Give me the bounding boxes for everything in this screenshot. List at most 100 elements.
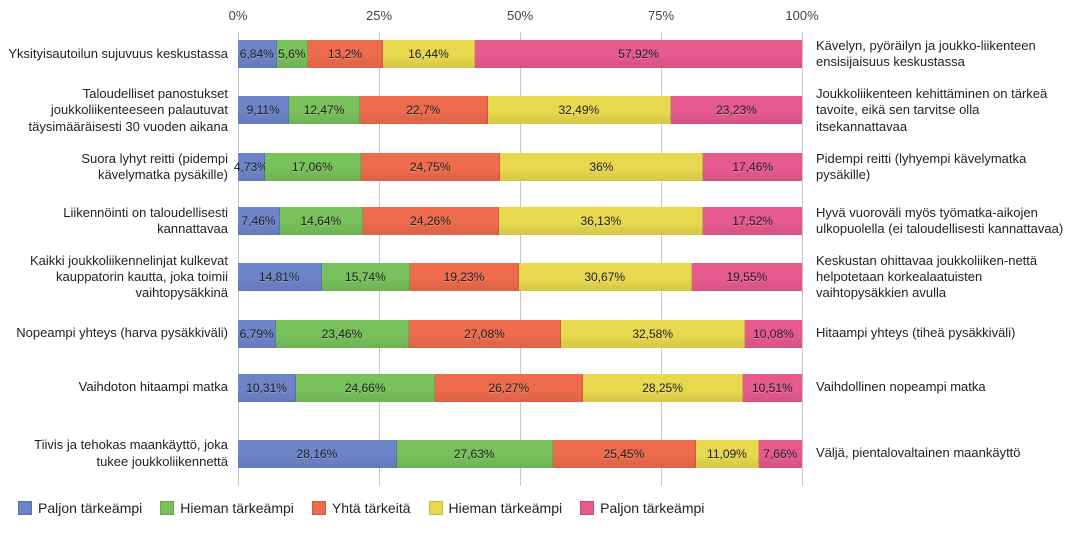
axis-tick-label: 100% [785, 8, 818, 23]
bar-segment: 36,13% [499, 207, 703, 235]
legend: Paljon tärkeämpi Hieman tärkeämpi Yhtä tär… [8, 486, 1065, 516]
segment-value: 16,44% [406, 47, 451, 61]
chart-row: Kaikki joukkoliikennelinjat kulkevat kau… [8, 253, 1065, 302]
segment-value: 22,7% [404, 103, 442, 117]
bar-segment: 10,08% [745, 320, 802, 348]
segment-value: 6,79% [238, 327, 276, 341]
segment-value: 15,74% [343, 270, 388, 284]
bar-segment: 13,2% [308, 40, 382, 68]
legend-swatch [160, 501, 174, 515]
bar-segment: 17,46% [703, 153, 801, 181]
bar-segment: 5,6% [277, 40, 309, 68]
bar-segment: 11,09% [696, 440, 759, 468]
segment-value: 6,84% [238, 47, 276, 61]
bar-segment: 9,11% [238, 96, 289, 124]
bar-segment: 28,25% [583, 374, 742, 402]
legend-label: Paljon tärkeämpi [38, 500, 142, 516]
legend-label: Hieman tärkeämpi [449, 500, 563, 516]
segment-value: 36% [587, 160, 615, 174]
segment-value: 28,16% [295, 447, 340, 461]
chart-row: Taloudelliset panostukset joukkoliikente… [8, 86, 1065, 135]
row-left-label: Yksityisautoilun sujuvuus keskustassa [8, 46, 238, 62]
segment-value: 9,11% [245, 103, 282, 117]
legend-swatch [312, 501, 326, 515]
bar-segment: 6,84% [238, 40, 277, 68]
segment-value: 10,08% [751, 327, 796, 341]
chart-row: Vaihdoton hitaampi matka10,31%24,66%26,2… [8, 366, 1065, 410]
bar-segment: 22,7% [360, 96, 488, 124]
segment-value: 32,49% [556, 103, 601, 117]
segment-value: 14,81% [257, 270, 302, 284]
chart-rows: Yksityisautoilun sujuvuus keskustassa6,8… [8, 32, 1065, 486]
chart-row: Tiivis ja tehokas maankäyttö, joka tukee… [8, 432, 1065, 476]
bar-segment: 26,27% [435, 374, 583, 402]
bar-segment: 14,64% [280, 207, 363, 235]
segment-value: 7,66% [761, 447, 799, 461]
bar-segment: 6,79% [238, 320, 276, 348]
legend-item: Yhtä tärkeitä [312, 500, 411, 516]
segment-value: 12,47% [302, 103, 347, 117]
legend-label: Paljon tärkeämpi [600, 500, 704, 516]
legend-label: Hieman tärkeämpi [180, 500, 294, 516]
bar-segment: 27,63% [397, 440, 553, 468]
segment-value: 17,46% [730, 160, 775, 174]
row-left-label: Suora lyhyt reitti (pidempi kävelymatka … [8, 151, 238, 184]
segment-value: 32,58% [630, 327, 675, 341]
segment-value: 28,25% [640, 381, 685, 395]
bar-track: 14,81% 15,74% 19,23% 30,67%19,55% [238, 263, 802, 291]
bar-segment: 19,55% [692, 263, 802, 291]
segment-value: 19,23% [442, 270, 487, 284]
axis-tick-label: 50% [507, 8, 533, 23]
row-right-label: Joukkoliikenteen kehittäminen on tärkeä … [802, 86, 1065, 135]
row-right-label: Hyvä vuoroväli myös työmatka-aikojen ulk… [802, 205, 1065, 238]
bar-segment: 24,66% [296, 374, 435, 402]
bar-segment: 25,45% [553, 440, 697, 468]
bar-segment: 24,75% [361, 153, 501, 181]
bar-segment: 4,73% [238, 153, 265, 181]
bar-segment: 10,31% [238, 374, 296, 402]
row-left-label: Nopeampi yhteys (harva pysäkkiväli) [8, 325, 238, 341]
row-left-label: Taloudelliset panostukset joukkoliikente… [8, 86, 238, 135]
bar-track: 28,16% 27,63%25,45%11,09%7,66% [238, 440, 802, 468]
segment-value: 57,92% [616, 47, 661, 61]
axis-tick-label: 25% [366, 8, 392, 23]
bar-segment: 24,26% [363, 207, 500, 235]
legend-item: Paljon tärkeämpi [18, 500, 142, 516]
legend-item: Hieman tärkeämpi [429, 500, 563, 516]
stacked-bar-chart: 0% 25% 50% 75% 100% Yksityisautoilun sujuvuu… [8, 8, 1065, 516]
chart-row: Yksityisautoilun sujuvuus keskustassa6,8… [8, 32, 1065, 76]
bar-segment: 23,23% [671, 96, 802, 124]
segment-value: 24,75% [408, 160, 453, 174]
segment-value: 13,2% [326, 47, 364, 61]
bar-track: 6,84%5,6% 13,2% 16,44% 57,92% [238, 40, 802, 68]
bar-track: 6,79%23,46%27,08%32,58%10,08% [238, 320, 802, 348]
segment-value: 23,23% [714, 103, 759, 117]
row-left-label: Liikennöinti on taloudellisesti kannatta… [8, 205, 238, 238]
bar-track: 10,31% 24,66% 26,27% 28,25% 10,51% [238, 374, 802, 402]
axis-tick-label: 0% [229, 8, 248, 23]
legend-item: Paljon tärkeämpi [580, 500, 704, 516]
legend-label: Yhtä tärkeitä [332, 500, 411, 516]
chart-row: Suora lyhyt reitti (pidempi kävelymatka … [8, 145, 1065, 189]
segment-value: 27,08% [462, 327, 507, 341]
segment-value: 24,66% [343, 381, 388, 395]
segment-value: 10,51% [750, 381, 795, 395]
segment-value: 36,13% [578, 214, 623, 228]
row-right-label: Vaihdollinen nopeampi matka [802, 379, 1065, 395]
bar-segment: 10,51% [743, 374, 802, 402]
segment-value: 26,27% [486, 381, 531, 395]
legend-item: Hieman tärkeämpi [160, 500, 294, 516]
bar-segment: 7,46% [238, 207, 280, 235]
segment-value: 7,46% [240, 214, 278, 228]
bar-segment: 36% [500, 153, 703, 181]
row-right-label: Hitaampi yhteys (tiheä pysäkkiväli) [802, 325, 1065, 341]
bar-segment: 7,66% [759, 440, 802, 468]
bar-segment: 30,67% [519, 263, 692, 291]
legend-swatch [18, 501, 32, 515]
bar-track: 4,73%17,06% 24,75% 36% 17,46% [238, 153, 802, 181]
row-left-label: Kaikki joukkoliikennelinjat kulkevat kau… [8, 253, 238, 302]
bar-segment: 17,06% [265, 153, 361, 181]
bar-segment: 27,08% [409, 320, 562, 348]
axis-tick-label: 75% [648, 8, 674, 23]
bar-segment: 32,58% [561, 320, 745, 348]
